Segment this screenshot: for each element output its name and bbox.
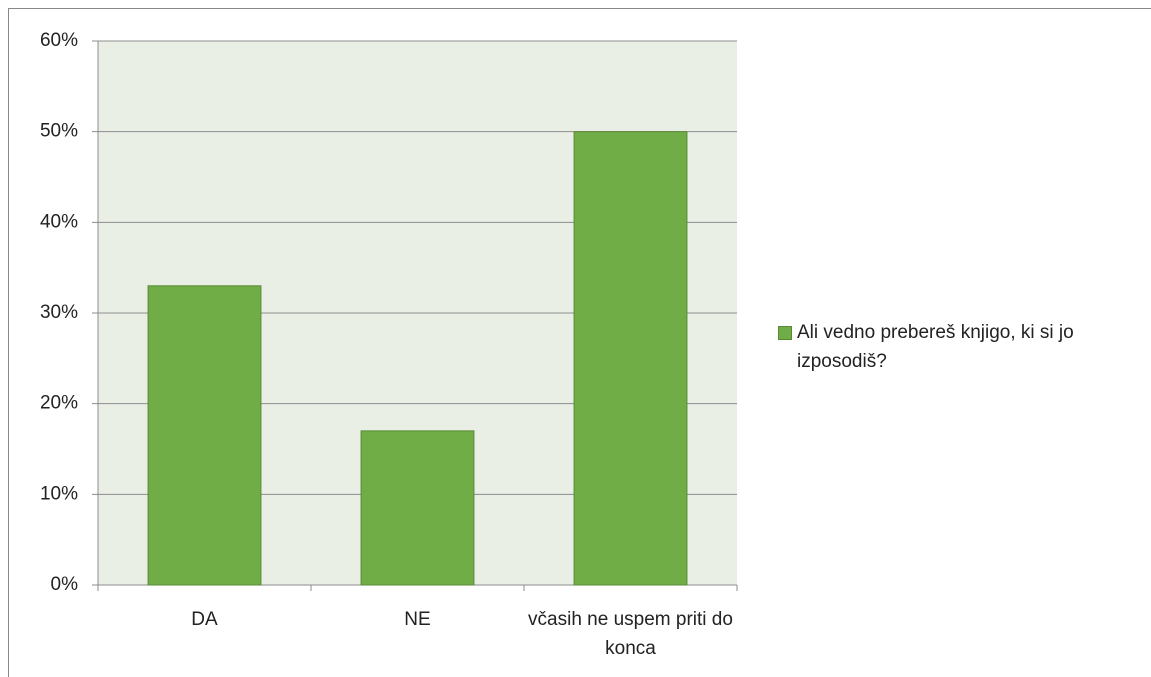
bar	[147, 285, 262, 586]
bar	[360, 430, 475, 586]
legend: Ali vedno prebereš knjigo, ki si jo izpo…	[778, 318, 1138, 376]
x-tick-label: DA	[191, 609, 218, 630]
legend-swatch	[778, 326, 792, 340]
legend-label: Ali vedno prebereš knjigo, ki si jo izpo…	[797, 322, 1074, 372]
y-tick-label: 40%	[40, 211, 78, 232]
bar	[573, 131, 688, 586]
y-tick-label: 20%	[40, 393, 78, 414]
x-tick-label: NE	[404, 609, 431, 630]
y-tick-label: 10%	[40, 483, 78, 504]
y-tick-label: 50%	[40, 121, 78, 142]
y-tick-label: 30%	[40, 302, 78, 323]
chart-border	[8, 8, 1151, 677]
y-tick-label: 60%	[40, 30, 78, 51]
y-tick-label: 0%	[51, 574, 79, 595]
x-tick-label: včasih ne uspem priti do konca	[528, 609, 733, 659]
